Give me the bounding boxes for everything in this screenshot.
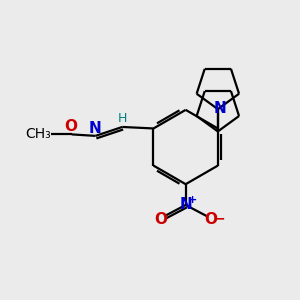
Text: N: N [88, 121, 101, 136]
Text: O: O [65, 119, 78, 134]
Text: N: N [180, 197, 193, 212]
Text: O: O [154, 212, 167, 227]
Text: H: H [118, 112, 127, 125]
Text: CH₃: CH₃ [26, 127, 51, 140]
Text: O: O [204, 212, 217, 227]
Text: N: N [213, 101, 226, 116]
Text: +: + [188, 195, 197, 205]
Text: −: − [214, 212, 225, 226]
